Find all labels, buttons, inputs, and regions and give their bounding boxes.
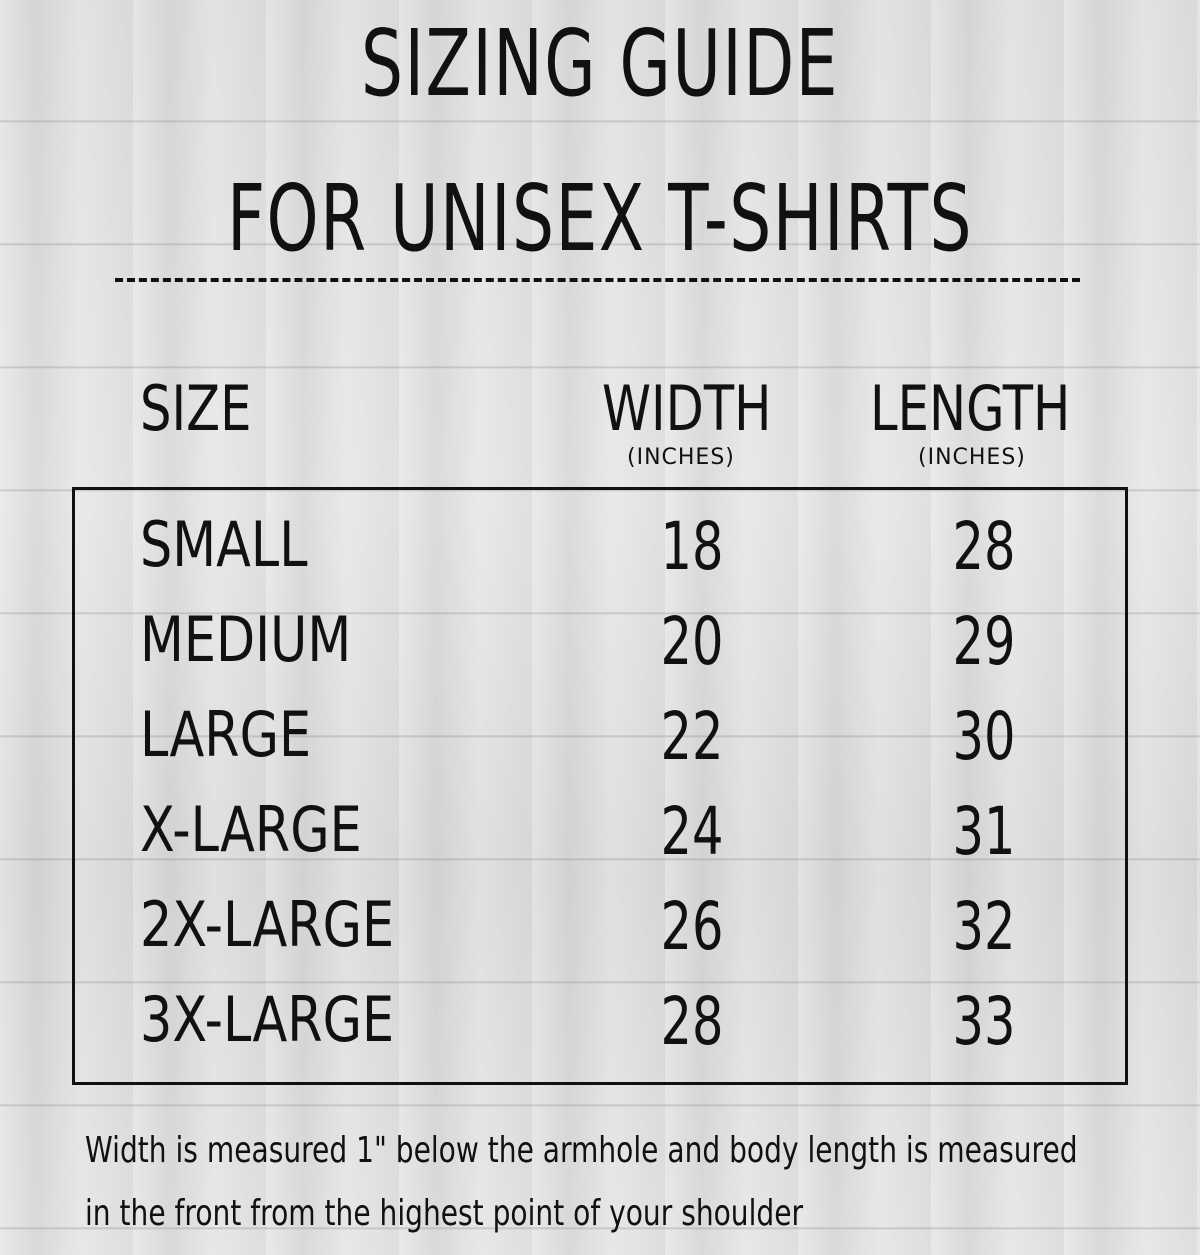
width-value: 24 <box>660 793 724 870</box>
length-value: 29 <box>952 603 1016 680</box>
header-length: LENGTH <box>870 372 1071 445</box>
header-length-unit: (INCHES) <box>918 445 1026 470</box>
size-label: LARGE <box>140 698 312 771</box>
size-label: 3X-LARGE <box>140 983 395 1056</box>
size-label: SMALL <box>140 508 308 581</box>
width-value: 20 <box>660 603 724 680</box>
header-size: SIZE <box>140 372 252 445</box>
header-width: WIDTH <box>602 372 772 445</box>
dashed-divider <box>115 278 1080 282</box>
size-label: 2X-LARGE <box>140 888 395 961</box>
size-label: MEDIUM <box>140 603 352 676</box>
table-row: LARGE 22 30 <box>0 698 1200 788</box>
length-value: 30 <box>952 698 1016 775</box>
header-width-unit: (INCHES) <box>627 445 735 470</box>
width-value: 22 <box>660 698 724 775</box>
table-row: X-LARGE 24 31 <box>0 793 1200 883</box>
width-value: 18 <box>660 508 724 585</box>
length-value: 32 <box>952 888 1016 965</box>
table-row: MEDIUM 20 29 <box>0 603 1200 693</box>
size-label: X-LARGE <box>140 793 362 866</box>
length-value: 28 <box>952 508 1016 585</box>
footer-note-line-1: Width is measured 1" below the armhole a… <box>85 1130 1078 1171</box>
table-row: 3X-LARGE 28 33 <box>0 983 1200 1073</box>
table-row: 2X-LARGE 26 32 <box>0 888 1200 978</box>
length-value: 31 <box>952 793 1016 870</box>
table-row: SMALL 18 28 <box>0 508 1200 598</box>
footer-note-line-2: in the front from the highest point of y… <box>85 1193 804 1234</box>
length-value: 33 <box>952 983 1016 1060</box>
width-value: 28 <box>660 983 724 1060</box>
size-table-box <box>72 487 1128 1085</box>
title-line-2: FOR UNISEX T-SHIRTS <box>227 165 973 272</box>
width-value: 26 <box>660 888 724 965</box>
title-line-1: SIZING GUIDE <box>361 10 839 117</box>
